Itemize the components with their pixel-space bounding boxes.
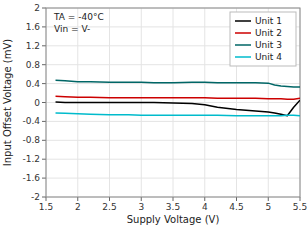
grid (46, 8, 300, 197)
tick-y (42, 102, 46, 103)
legend-label: Unit 2 (255, 28, 282, 38)
tick-label-x: 2 (75, 202, 81, 212)
plot-frame (46, 8, 300, 197)
legend-box (230, 12, 296, 66)
legend-swatch (235, 56, 251, 58)
legend-label: Unit 3 (255, 40, 282, 50)
tick-label-y: 0 (34, 98, 40, 108)
tick-label-y: 2 (34, 3, 40, 13)
tick-label-y: -1.2 (22, 154, 40, 164)
series-line (56, 80, 300, 87)
tick-y (42, 197, 46, 198)
annotation-line: Vin = V- (54, 24, 90, 34)
tick-label-y: 0.4 (26, 79, 41, 89)
plot-background (46, 8, 300, 197)
legend-swatch (235, 44, 251, 46)
tick-label-y: 1.6 (26, 22, 41, 32)
tick-label-x: 5 (265, 202, 271, 212)
series-line (56, 96, 300, 99)
legend-swatch (235, 20, 251, 22)
tick-label-x: 2.5 (102, 202, 116, 212)
tick-x (141, 197, 142, 201)
tick-x (300, 197, 301, 201)
series-line (56, 113, 300, 116)
grid-line-y (46, 178, 300, 179)
tick-y (42, 64, 46, 65)
grid-line-y (46, 140, 300, 141)
grid-line-y (46, 159, 300, 160)
tick-label-y: -0.4 (22, 116, 40, 126)
tick-label-x: 4.5 (229, 202, 243, 212)
tick-label-x: 4 (202, 202, 208, 212)
tick-label-x: 3.5 (166, 202, 180, 212)
legend-label: Unit 4 (255, 52, 282, 62)
tick-x (204, 197, 205, 201)
tick-y (42, 178, 46, 179)
legend-label: Unit 1 (255, 16, 282, 26)
tick-x (173, 197, 174, 201)
tick-x (109, 197, 110, 201)
legend: Unit 1 Unit 2 Unit 3 Unit 4 (230, 12, 296, 66)
tick-label-x: 5.5 (293, 202, 307, 212)
x-axis-label: Supply Voltage (V) (127, 214, 220, 225)
chart: 1.5 2 2.5 3 3.5 4 4.5 5 5.5 -2 -1.6 -1.2 -0.8 -0.4 0 0.… (0, 0, 308, 227)
annotation-line: TA = -40°C (53, 12, 104, 22)
tick-label-x: 1.5 (39, 202, 53, 212)
tick-x (46, 197, 47, 201)
tick-y (42, 45, 46, 46)
axes: 1.5 2 2.5 3 3.5 4 4.5 5 5.5 -2 -1.6 -1.2 -0.8 -0.4 0 0.… (22, 3, 307, 212)
tick-x (268, 197, 269, 201)
tick-label-y: 1.2 (26, 41, 40, 51)
tick-y (42, 83, 46, 84)
tick-label-y: -1.6 (22, 173, 40, 183)
tick-label-y: -0.8 (22, 135, 40, 145)
annotation: TA = -40°C Vin = V- (53, 12, 104, 34)
tick-label-y: 0.8 (26, 60, 41, 70)
series-lines (56, 80, 300, 115)
tick-label-y: -2 (31, 192, 40, 202)
tick-label-x: 3 (138, 202, 144, 212)
tick-y (42, 140, 46, 141)
tick-y (42, 26, 46, 27)
tick-x (77, 197, 78, 201)
tick-y (42, 121, 46, 122)
series-line (56, 100, 300, 116)
tick-y (42, 8, 46, 9)
grid-line-y (46, 121, 300, 122)
y-axis-label: Input Offset Voltage (mV) (2, 39, 13, 166)
legend-swatch (235, 32, 251, 34)
tick-x (236, 197, 237, 201)
tick-y (42, 159, 46, 160)
